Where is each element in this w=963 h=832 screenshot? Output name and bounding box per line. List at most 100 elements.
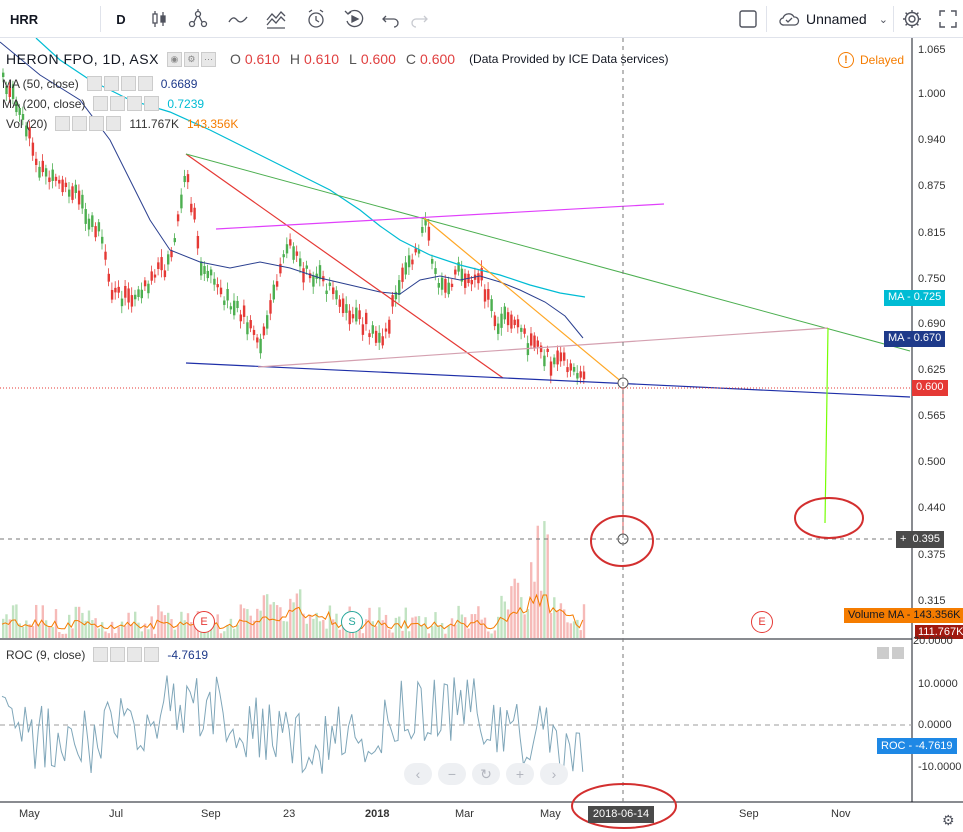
close-value: 0.600	[420, 51, 456, 67]
volume-label: Vol (20)	[6, 116, 48, 131]
gear-icon[interactable]	[103, 76, 119, 91]
eye-icon[interactable]	[93, 647, 109, 662]
legend-buttons[interactable]	[86, 76, 153, 91]
layout-name-button[interactable]: Unnamed ⌄	[772, 0, 890, 38]
gear-icon[interactable]	[72, 116, 88, 131]
eye-icon[interactable]: ◉	[166, 51, 182, 67]
close-icon[interactable]	[144, 647, 160, 662]
close-icon[interactable]	[106, 116, 122, 131]
candle	[2, 72, 5, 78]
plus-icon[interactable]	[120, 76, 136, 91]
alert-button[interactable]	[302, 0, 330, 38]
compare-button[interactable]	[184, 0, 212, 38]
volume-tag: 111.767K	[915, 625, 963, 639]
volume-bar	[87, 610, 91, 638]
eye-icon[interactable]	[86, 76, 102, 91]
earnings-marker[interactable]: E	[193, 611, 215, 633]
candle	[150, 271, 153, 281]
legend-buttons[interactable]	[93, 96, 160, 111]
candle	[513, 319, 516, 326]
candle	[378, 332, 381, 343]
chart-canvas[interactable]	[0, 38, 963, 832]
candle	[315, 273, 318, 279]
symbol-search-button[interactable]: HRR	[0, 0, 58, 38]
maximize-icon[interactable]	[877, 647, 889, 659]
close-icon[interactable]	[892, 647, 904, 659]
candle	[35, 158, 38, 165]
target-line-green[interactable]	[824, 327, 829, 524]
volume-bar	[315, 612, 318, 638]
legend-buttons[interactable]	[55, 116, 122, 131]
earnings-marker[interactable]: E	[751, 611, 773, 633]
price-axis-label: 0.690	[918, 318, 946, 330]
gear-icon[interactable]: ⚙	[942, 812, 955, 828]
volume-bar	[71, 628, 74, 638]
zoom-out-button[interactable]: −	[438, 763, 466, 785]
volume-bar	[444, 633, 447, 638]
trend-line-pink[interactable]	[257, 327, 829, 368]
toolbar-divider	[766, 6, 767, 32]
high-value: 0.610	[304, 51, 340, 67]
candle	[209, 269, 213, 276]
delayed-status[interactable]: ! Delayed	[838, 52, 904, 68]
close-icon[interactable]	[144, 96, 160, 111]
candle	[196, 235, 200, 249]
highlight-circle	[571, 783, 677, 829]
volume-bar	[384, 614, 388, 638]
plus-icon[interactable]	[127, 647, 143, 662]
volume-bar	[549, 612, 553, 638]
candle	[444, 278, 447, 293]
volume-bar	[279, 607, 282, 638]
candle	[252, 329, 256, 335]
plus-icon[interactable]: +	[900, 533, 907, 545]
zoom-in-button[interactable]: +	[506, 763, 534, 785]
chart-style-button[interactable]	[146, 0, 172, 38]
fullscreen-button[interactable]	[934, 0, 962, 38]
volume-bar	[173, 629, 176, 638]
undo-button[interactable]	[378, 0, 404, 38]
candle	[28, 127, 31, 139]
trend-line-orange[interactable]	[423, 217, 624, 384]
gear-icon[interactable]	[110, 647, 126, 662]
trend-line-green[interactable]	[185, 153, 911, 352]
scroll-left-button[interactable]: ‹	[404, 763, 432, 785]
candle	[434, 268, 437, 274]
close-icon[interactable]	[137, 76, 153, 91]
pane-controls[interactable]	[877, 647, 904, 659]
fullscreen-toggle[interactable]	[734, 0, 762, 38]
legend-buttons[interactable]: ◉ ⚙ ⋯	[166, 51, 216, 67]
gear-icon[interactable]	[110, 96, 126, 111]
volume-bar	[332, 619, 335, 638]
replay-button[interactable]	[340, 0, 368, 38]
candle	[417, 249, 421, 254]
indicators-button[interactable]	[262, 0, 290, 38]
scroll-right-button[interactable]: ›	[540, 763, 568, 785]
trend-line-red[interactable]	[185, 153, 504, 379]
symbol-text: HRR	[10, 11, 39, 27]
settings-button[interactable]	[898, 0, 926, 38]
gear-icon[interactable]: ⚙	[183, 51, 199, 67]
interval-button[interactable]: D	[106, 0, 136, 38]
trend-line-blue[interactable]	[185, 362, 911, 398]
volume-bar	[18, 623, 21, 638]
split-marker[interactable]: S	[341, 611, 363, 633]
reset-button[interactable]: ↻	[472, 763, 500, 785]
line-style-button[interactable]	[224, 0, 252, 38]
more-icon[interactable]: ⋯	[200, 51, 216, 67]
candle	[503, 306, 506, 320]
eye-icon[interactable]	[55, 116, 71, 131]
candle	[302, 268, 305, 283]
last-price-tag: 0.600	[912, 380, 948, 396]
replay-icon	[344, 9, 364, 28]
volume-bar	[190, 622, 193, 638]
candle	[101, 236, 104, 244]
trend-line-magenta[interactable]	[215, 203, 665, 230]
cloud-icon	[779, 13, 800, 26]
candle	[44, 168, 48, 177]
plus-icon[interactable]	[89, 116, 105, 131]
plus-icon[interactable]	[127, 96, 143, 111]
legend-buttons[interactable]	[93, 647, 160, 662]
redo-icon	[411, 15, 428, 28]
redo-button[interactable]	[406, 0, 432, 38]
eye-icon[interactable]	[93, 96, 109, 111]
